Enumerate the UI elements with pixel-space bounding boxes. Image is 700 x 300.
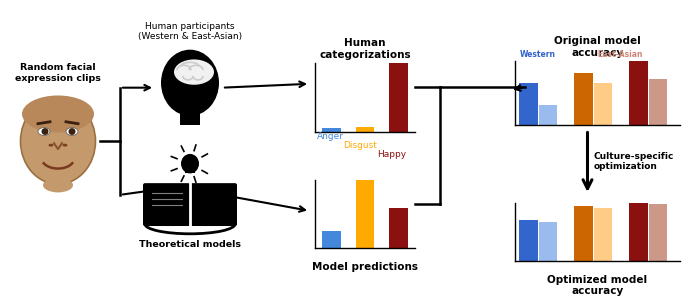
Bar xyxy=(356,180,375,248)
Ellipse shape xyxy=(181,154,199,173)
Text: Culture-specific
optimization: Culture-specific optimization xyxy=(594,152,674,171)
Text: Disgust: Disgust xyxy=(343,141,377,150)
Ellipse shape xyxy=(66,128,78,135)
Ellipse shape xyxy=(161,50,219,116)
FancyBboxPatch shape xyxy=(143,183,190,226)
Bar xyxy=(323,128,341,131)
Ellipse shape xyxy=(62,144,67,147)
Bar xyxy=(629,202,648,261)
Ellipse shape xyxy=(48,144,53,147)
Bar xyxy=(356,127,375,131)
FancyBboxPatch shape xyxy=(190,183,237,226)
Bar xyxy=(519,83,538,125)
Text: Theoretical models: Theoretical models xyxy=(139,240,241,249)
Text: Random facial
expression clips: Random facial expression clips xyxy=(15,63,101,83)
Ellipse shape xyxy=(174,59,214,85)
Bar xyxy=(575,73,592,125)
Bar xyxy=(649,204,667,261)
Ellipse shape xyxy=(38,128,50,135)
Text: Optimized model
accuracy: Optimized model accuracy xyxy=(547,275,648,296)
Text: Model predictions: Model predictions xyxy=(312,262,418,272)
Ellipse shape xyxy=(43,178,73,192)
Circle shape xyxy=(41,128,48,135)
Bar xyxy=(323,231,341,248)
Text: Human
categorizations: Human categorizations xyxy=(319,38,411,60)
Bar xyxy=(649,80,667,125)
Text: East-Asian: East-Asian xyxy=(597,50,643,58)
Text: Happy: Happy xyxy=(377,150,406,159)
Bar xyxy=(389,63,407,131)
Bar xyxy=(180,105,200,125)
Bar xyxy=(594,208,612,261)
Circle shape xyxy=(69,128,76,135)
Text: Original model
accuracy: Original model accuracy xyxy=(554,36,641,58)
Bar xyxy=(575,206,592,261)
Text: Human participants
(Western & East-Asian): Human participants (Western & East-Asian… xyxy=(138,22,242,41)
Bar xyxy=(389,208,407,248)
Bar xyxy=(185,166,195,173)
Ellipse shape xyxy=(22,95,94,133)
Ellipse shape xyxy=(20,98,95,184)
Bar xyxy=(519,220,538,261)
Bar xyxy=(629,61,648,125)
Bar xyxy=(539,222,557,261)
Bar xyxy=(539,105,557,125)
Bar xyxy=(594,83,612,125)
Text: Anger: Anger xyxy=(317,132,344,141)
Text: Western: Western xyxy=(520,50,556,58)
